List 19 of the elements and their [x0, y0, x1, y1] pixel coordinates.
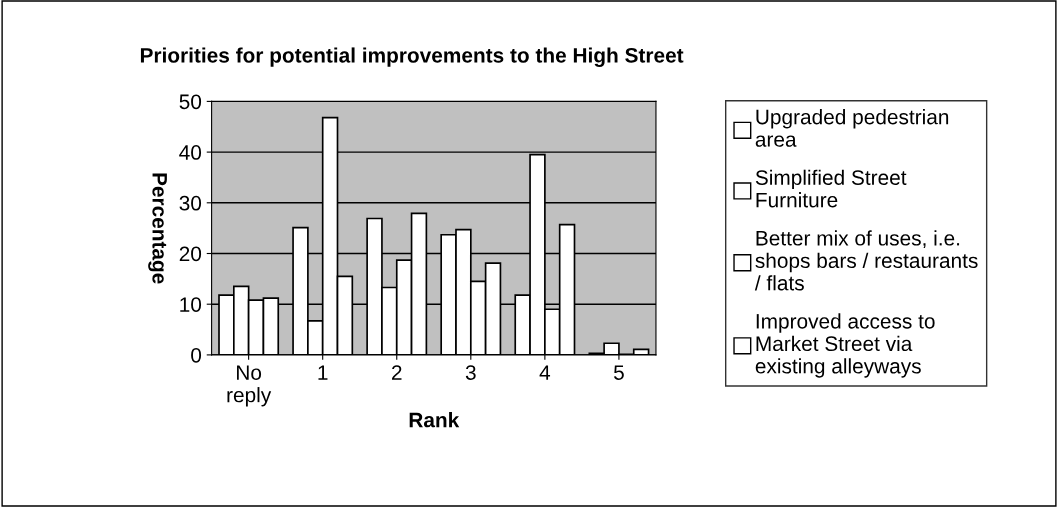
legend-label: Better mix of uses, i.e. shops bars / restaurants / flats: [754, 230, 978, 291]
x-tick-label: 4: [539, 365, 551, 380]
x-axis-title: Rank: [409, 412, 460, 428]
x-tick-label: 2: [392, 365, 402, 380]
y-tick-label: 30: [179, 195, 202, 211]
chart-title: Priorities for potential improvements to the High Street: [140, 47, 684, 67]
y-tick-label: 40: [179, 145, 202, 160]
legend-label: Simplified Street Furniture: [755, 169, 907, 208]
y-tick-label: 20: [179, 246, 202, 262]
x-tick-label: 1: [318, 365, 328, 380]
y-tick-label: 0: [191, 347, 202, 363]
y-tick-label: 10: [180, 297, 202, 312]
legend-label: Improved access to Market Street via existing alleyways: [755, 313, 935, 378]
x-tick-label: 5: [613, 365, 624, 380]
y-axis-title: Percentage: [148, 173, 167, 284]
y-tick-label: 50: [179, 94, 202, 110]
legend-label: Upgraded pedestrian area: [755, 109, 949, 147]
x-tick-label: 3: [465, 365, 476, 380]
x-tick-label: No reply: [227, 365, 272, 407]
